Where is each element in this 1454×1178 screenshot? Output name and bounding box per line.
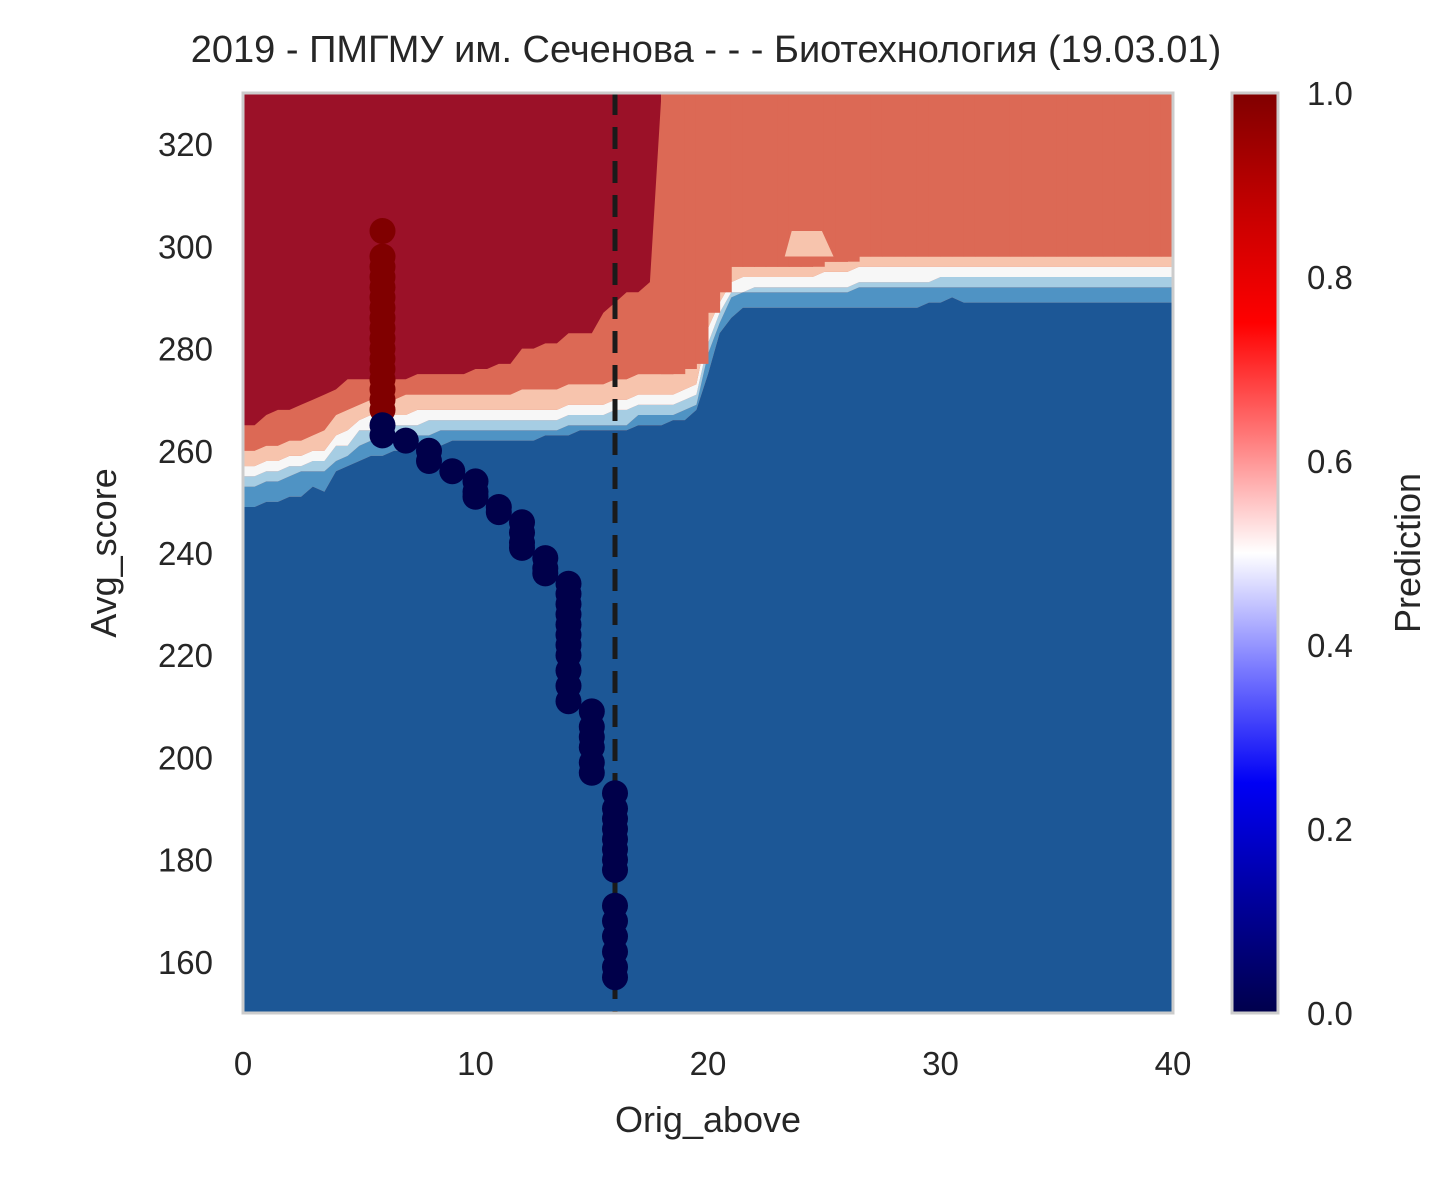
contour-cell-red	[719, 93, 732, 293]
contour-cell-red	[812, 93, 825, 267]
y-tick-label: 260	[158, 433, 213, 470]
contour-cell-red	[1021, 93, 1034, 257]
scatter-point-predicted_negative	[485, 499, 512, 526]
contour-cell-red	[684, 93, 697, 369]
contour-cell-red	[974, 93, 988, 257]
contour-cell-red	[1137, 93, 1151, 257]
colorbar-label: Prediction	[1387, 473, 1428, 633]
y-tick-label: 240	[158, 535, 213, 572]
contour-cell-red	[1149, 93, 1162, 257]
contour-cell-red	[1009, 93, 1023, 257]
scatter-point-predicted_negative	[369, 422, 396, 449]
contour-cell-red	[986, 93, 1000, 257]
x-tick-label: 0	[234, 1045, 252, 1082]
contour-cell-red	[777, 93, 790, 267]
contour-peak	[784, 231, 834, 257]
x-tick-label: 20	[690, 1045, 727, 1082]
contour-layer	[243, 93, 1173, 1013]
contour-cell-red	[916, 93, 930, 257]
x-tick-label: 10	[457, 1045, 494, 1082]
scatter-point-predicted_negative	[578, 759, 605, 786]
contour-cell-red	[1102, 93, 1116, 257]
contour-cell-red	[1160, 93, 1173, 257]
contour-band-red-3	[243, 93, 1173, 426]
contour-cell-red	[905, 93, 918, 257]
contour-cell-red	[788, 93, 802, 267]
colorbar-tick-label: 0.0	[1307, 995, 1353, 1032]
scatter-point-predicted_positive	[369, 218, 396, 244]
colorbar-tick-label: 1.0	[1307, 75, 1353, 112]
scatter-point-predicted_negative	[555, 688, 582, 715]
x-axis-label: Orig_above	[615, 1099, 801, 1140]
colorbar-tick-label: 0.4	[1307, 627, 1353, 664]
y-tick-label: 280	[158, 331, 213, 368]
contour-cell-red	[765, 93, 779, 267]
y-tick-label: 160	[158, 944, 213, 981]
plot-frame	[241, 91, 1175, 1015]
contour-cell-red	[742, 93, 755, 267]
contour-cell-red	[1044, 93, 1058, 257]
contour-cell-red	[1056, 93, 1069, 257]
colorbar-tick-label: 0.6	[1307, 443, 1353, 480]
scatter-point-predicted_negative	[532, 560, 559, 587]
scatter-point-predicted_negative	[416, 448, 442, 474]
y-tick-labels: 160 180 200 220 240 260 280 300 320	[158, 126, 213, 981]
contour-cell-red	[695, 93, 709, 364]
contour-cell-red	[870, 93, 883, 257]
points-layer	[369, 218, 628, 991]
y-tick-label: 180	[158, 842, 213, 879]
contour-cell-red	[835, 93, 848, 262]
scatter-point-predicted_negative	[509, 534, 535, 561]
scatter-point-predicted_negative	[602, 856, 628, 883]
contour-cell-red	[1091, 93, 1104, 257]
scatter-point-predicted_negative	[392, 427, 419, 454]
plot-area	[243, 93, 1173, 1013]
scatter-point-predicted_negative	[602, 964, 628, 991]
contour-cell-red	[847, 93, 860, 262]
y-tick-label: 320	[158, 126, 213, 163]
chart-title: 2019 - ПМГМУ им. Сеченова - - - Биотехно…	[191, 29, 1221, 71]
contour-cell-red	[881, 93, 895, 257]
scatter-point-predicted_negative	[439, 458, 466, 485]
contour-cell-red	[1033, 93, 1046, 257]
contour-cell-red	[754, 93, 767, 267]
contour-cell-red	[951, 93, 965, 257]
y-tick-label: 300	[158, 228, 213, 265]
contour-cell-red	[823, 93, 837, 262]
contour-cell-red	[672, 93, 686, 375]
contour-cell-red	[858, 93, 872, 257]
contour-cell-red	[998, 93, 1011, 257]
x-tick-labels: 0 10 20 30 40	[234, 1045, 1192, 1082]
y-tick-label: 220	[158, 637, 213, 674]
scatter-point-predicted_negative	[462, 483, 489, 510]
colorbar-tick-labels: 0.0 0.2 0.4 0.6 0.8 1.0	[1307, 75, 1353, 1032]
contour-cell-red	[800, 93, 814, 267]
contour-cell-red	[730, 93, 744, 267]
colorbar-tick-label: 0.8	[1307, 259, 1353, 296]
x-tick-label: 40	[1155, 1045, 1192, 1082]
contour-cell-red	[707, 93, 721, 313]
contour-cell-red	[661, 93, 674, 375]
colorbar	[1230, 91, 1280, 1015]
contour-cell-red	[1079, 93, 1093, 257]
y-tick-label: 200	[158, 739, 213, 776]
y-axis-label: Avg_score	[83, 468, 124, 637]
contour-cell-red	[963, 93, 976, 257]
contour-cell-red	[1067, 93, 1081, 257]
contour-cell-red	[940, 93, 953, 257]
contour-cell-red	[893, 93, 907, 257]
contour-cell-red	[1114, 93, 1127, 257]
colorbar-tick-label: 0.2	[1307, 811, 1353, 848]
contour-cell-red	[1126, 93, 1139, 257]
contour-cell-red	[928, 93, 941, 257]
x-tick-label: 30	[922, 1045, 959, 1082]
